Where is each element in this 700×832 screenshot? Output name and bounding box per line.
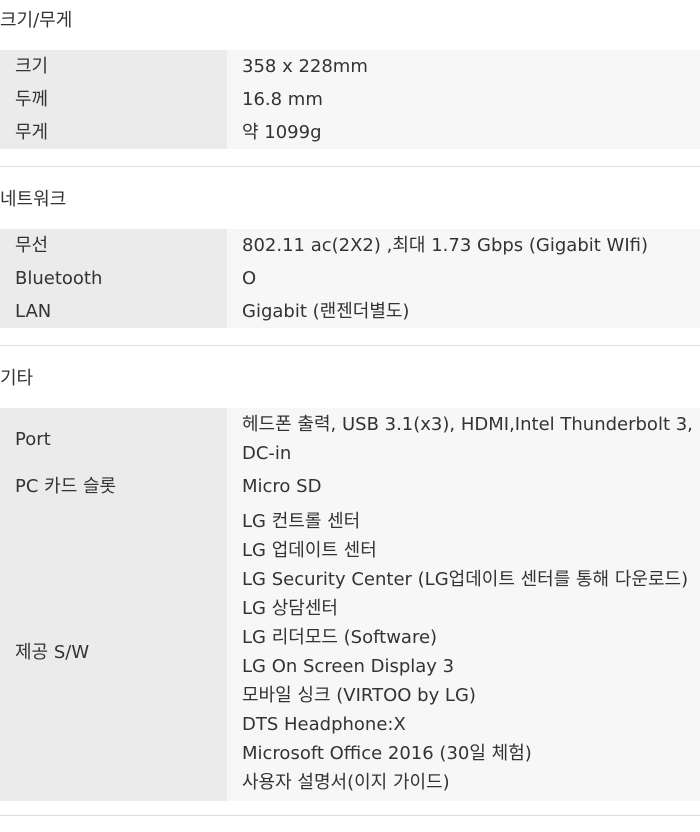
row-value: 802.11 ac(2X2) ,최대 1.73 Gbps (Gigabit WI… (227, 229, 700, 262)
row-label: Port (0, 408, 227, 470)
spacer (0, 801, 700, 815)
software-item: 모바일 싱크 (VIRTOO by LG) (242, 685, 476, 706)
table-row: 두께 16.8 mm (0, 83, 700, 116)
port-line: DC-in (242, 443, 292, 464)
software-item: 사용자 설명서(이지 가이드) (242, 772, 450, 793)
section-title: 기타 (0, 368, 34, 389)
software-item: LG 상담센터 (242, 598, 338, 619)
spec-table-network: 무선 802.11 ac(2X2) ,최대 1.73 Gbps (Gigabit… (0, 229, 700, 328)
row-value: O (227, 262, 700, 295)
row-label: 크기 (0, 50, 227, 83)
spacer (0, 328, 700, 345)
row-label: PC 카드 슬롯 (0, 470, 227, 503)
table-row: LAN Gigabit (랜젠더별도) (0, 295, 700, 328)
port-line: 헤드폰 출력, USB 3.1(x3), HDMI,Intel Thunderb… (242, 414, 693, 435)
table-row: Port 헤드폰 출력, USB 3.1(x3), HDMI,Intel Thu… (0, 408, 700, 470)
section-divider (0, 166, 700, 167)
row-value-port: 헤드폰 출력, USB 3.1(x3), HDMI,Intel Thunderb… (227, 408, 700, 470)
section-title: 크기/무게 (0, 10, 73, 31)
row-value: 16.8 mm (227, 83, 700, 116)
section-title: 네트워크 (0, 189, 67, 210)
row-value: 약 1099g (227, 116, 700, 149)
row-value: 358 x 228mm (227, 50, 700, 83)
row-value: Gigabit (랜젠더별도) (227, 295, 700, 328)
section-size-weight: 크기/무게 크기 358 x 228mm 두께 16.8 mm 무게 약 109… (0, 0, 700, 167)
table-row: PC 카드 슬롯 Micro SD (0, 470, 700, 503)
row-label: 두께 (0, 83, 227, 116)
table-row: 크기 358 x 228mm (0, 50, 700, 83)
row-label: 제공 S/W (0, 503, 227, 801)
section-etc: 기타 Port 헤드폰 출력, USB 3.1(x3), HDMI,Intel … (0, 358, 700, 816)
spec-table-size-weight: 크기 358 x 228mm 두께 16.8 mm 무게 약 1099g (0, 50, 700, 149)
software-item: Microsoft Office 2016 (30일 체험) (242, 743, 532, 764)
section-divider (0, 345, 700, 346)
row-label: Bluetooth (0, 262, 227, 295)
table-row: 무게 약 1099g (0, 116, 700, 149)
software-item: DTS Headphone:X (242, 714, 406, 735)
row-value: Micro SD (227, 470, 700, 503)
software-item: LG Security Center (LG업데이트 센터를 통해 다운로드) (242, 569, 689, 590)
software-item: LG 컨트롤 센터 (242, 511, 361, 532)
section-network: 네트워크 무선 802.11 ac(2X2) ,최대 1.73 Gbps (Gi… (0, 179, 700, 346)
spacer (0, 149, 700, 166)
table-row: Bluetooth O (0, 262, 700, 295)
row-label: LAN (0, 295, 227, 328)
row-label: 무게 (0, 116, 227, 149)
section-divider (0, 815, 700, 816)
table-row: 무선 802.11 ac(2X2) ,최대 1.73 Gbps (Gigabit… (0, 229, 700, 262)
software-item: LG On Screen Display 3 (242, 656, 455, 677)
table-row: 제공 S/W LG 컨트롤 센터 LG 업데이트 센터 LG Security … (0, 503, 700, 801)
row-value-software: LG 컨트롤 센터 LG 업데이트 센터 LG Security Center … (227, 503, 700, 801)
row-label: 무선 (0, 229, 227, 262)
software-item: LG 업데이트 센터 (242, 540, 377, 561)
software-item: LG 리더모드 (Software) (242, 627, 438, 648)
spec-table-etc: Port 헤드폰 출력, USB 3.1(x3), HDMI,Intel Thu… (0, 408, 700, 801)
